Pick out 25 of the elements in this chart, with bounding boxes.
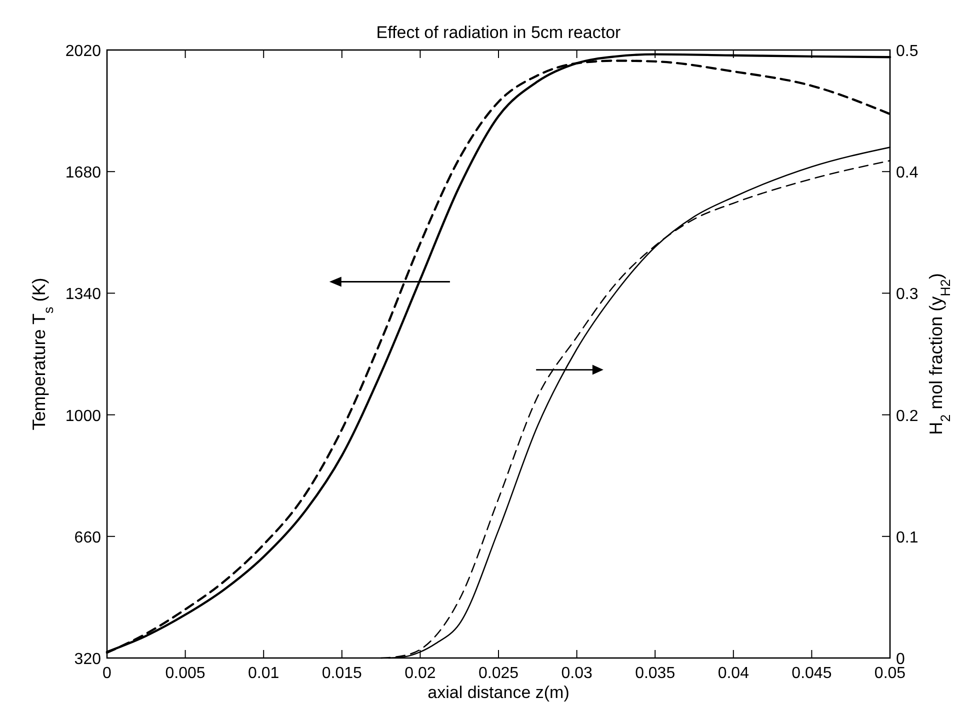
x-tick-label: 0.035 (635, 665, 676, 682)
y-tick-label: 320 (74, 651, 102, 668)
y2-tick-label: 0.3 (896, 286, 918, 304)
y2-tick-label: 0.5 (896, 43, 918, 60)
y-tick-label: 660 (74, 529, 102, 546)
x-tick-label: 0.03 (561, 665, 592, 682)
chart-title: Effect of radiation in 5cm reactor (376, 23, 622, 42)
x-tick-label: 0.045 (792, 665, 832, 682)
x-axis-title: axial distance z(m) (428, 683, 570, 702)
y-tick-label: 2020 (65, 43, 102, 60)
y2-tick-label: 0.1 (896, 529, 918, 546)
y2-tick-label: 0.2 (896, 408, 918, 425)
x-tick-label: 0.04 (718, 665, 750, 682)
x-tick-label: 0.01 (248, 665, 280, 682)
x-tick-label: 0.015 (322, 665, 362, 682)
y2-tick-label: 0 (896, 651, 905, 668)
x-tick-label: 0.005 (165, 665, 206, 682)
y-tick-label: 1000 (65, 408, 102, 425)
x-tick-label: 0.02 (404, 665, 436, 682)
y-tick-label: 1680 (65, 164, 102, 182)
x-tick-label: 0.05 (874, 665, 906, 682)
x-tick-label: 0.025 (478, 665, 519, 682)
y-tick-label: 1340 (65, 286, 102, 304)
y2-tick-label: 0.4 (896, 164, 918, 182)
x-tick-label: 0 (102, 665, 112, 682)
